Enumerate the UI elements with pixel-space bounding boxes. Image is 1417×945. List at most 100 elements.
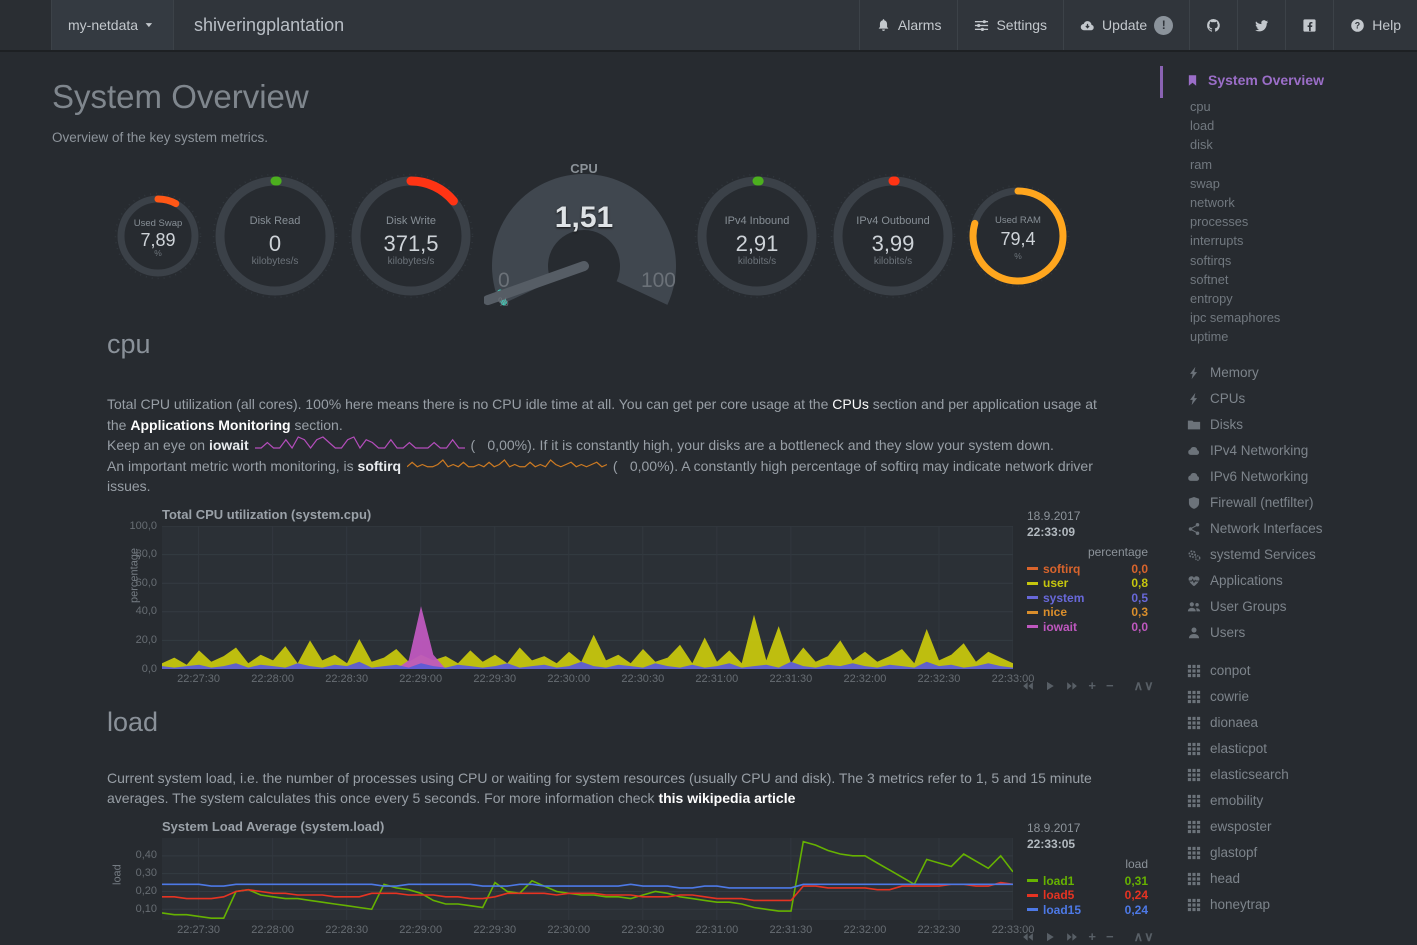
sidebar-item-head[interactable]: head	[1186, 866, 1417, 892]
plus-icon[interactable]: +	[1088, 678, 1096, 693]
legend-name: iowait	[1043, 619, 1078, 634]
sidebar-subitem-network[interactable]: network	[1190, 195, 1235, 211]
sidebar-item-ipv4-networking[interactable]: IPv4 Networking	[1186, 438, 1417, 464]
legend-item-softirq[interactable]: softirq 0,0	[1027, 562, 1150, 577]
cpus-link[interactable]: CPUs	[832, 396, 869, 412]
github-button[interactable]	[1189, 0, 1237, 50]
sidebar-subitem-interrupts[interactable]: interrupts	[1190, 233, 1244, 249]
settings-button[interactable]: Settings	[957, 0, 1063, 50]
plus-icon[interactable]: +	[1088, 929, 1096, 944]
sidebar-item-honeytrap[interactable]: honeytrap	[1186, 892, 1417, 918]
facebook-button[interactable]	[1285, 0, 1333, 50]
sidebar-item-conpot[interactable]: conpot	[1186, 658, 1417, 684]
gauge-unit: %	[1014, 250, 1022, 261]
sidebar-subitem-disk[interactable]: disk	[1190, 137, 1213, 153]
sidebar-item-ewsposter[interactable]: ewsposter	[1186, 814, 1417, 840]
nav-button-label: Help	[1372, 17, 1401, 33]
gauge-disk-read[interactable]: Disk Read 0 kilobytes/s	[212, 173, 338, 299]
legend-item-load15[interactable]: load15 0,24	[1027, 903, 1150, 918]
sidebar-subitem-entropy[interactable]: entropy	[1190, 291, 1233, 307]
twitter-button[interactable]	[1237, 0, 1285, 50]
chart-plot-area[interactable]	[162, 525, 1013, 669]
resize-icon[interactable]: ∧∨	[1133, 677, 1155, 693]
sidebar-item-glastopf[interactable]: glastopf	[1186, 840, 1417, 866]
play-icon[interactable]	[1044, 931, 1056, 943]
sidebar-item-dionaea[interactable]: dionaea	[1186, 710, 1417, 736]
gauge-ipv4-outbound[interactable]: IPv4 Outbound 3,99 kilobits/s	[830, 173, 956, 299]
sidebar-item-users[interactable]: Users	[1186, 620, 1417, 646]
legend-item-iowait[interactable]: iowait 0,0	[1027, 620, 1150, 635]
sidebar-item-user-groups[interactable]: User Groups	[1186, 594, 1417, 620]
sidebar-item-applications[interactable]: Applications	[1186, 568, 1417, 594]
sidebar-item-elasticpot[interactable]: elasticpot	[1186, 736, 1417, 762]
skip-forward-icon[interactable]	[1066, 931, 1078, 943]
page-subtitle: Overview of the key system metrics.	[52, 130, 269, 145]
sidebar-item-cowrie[interactable]: cowrie	[1186, 684, 1417, 710]
y-tick-label: 20,0	[135, 633, 157, 646]
sidebar-item-cpus[interactable]: CPUs	[1186, 386, 1417, 412]
softirq-sparkline	[406, 458, 608, 467]
x-tick-label: 22:31:00	[695, 672, 739, 685]
legend-item-load5[interactable]: load5 0,24	[1027, 888, 1150, 903]
skip-back-icon[interactable]	[1022, 680, 1034, 692]
hostname[interactable]: shiveringplantation	[194, 14, 345, 35]
sidebar-subitem-ipc-semaphores[interactable]: ipc semaphores	[1190, 310, 1281, 326]
x-tick-label: 22:32:00	[843, 672, 887, 685]
minus-icon[interactable]: −	[1105, 929, 1114, 944]
legend-item-system[interactable]: system 0,5	[1027, 591, 1150, 606]
sidebar-subitem-softnet[interactable]: softnet	[1190, 271, 1229, 287]
sidebar-subitem-processes[interactable]: processes	[1190, 214, 1249, 230]
legend-date: 18.9.2017	[1027, 508, 1081, 523]
iowait-label: iowait	[208, 437, 249, 453]
minus-icon[interactable]: −	[1105, 678, 1114, 693]
sidebar-subitem-cpu[interactable]: cpu	[1190, 99, 1211, 114]
gauge-used-swap[interactable]: Used Swap 7,89%	[114, 192, 202, 280]
sidebar-subitem-swap[interactable]: swap	[1190, 175, 1220, 191]
gauge-cpu[interactable]: CPU 1,51 0 100%	[482, 161, 684, 311]
sidebar-item-system-overview[interactable]: System Overview	[1160, 66, 1417, 98]
play-icon[interactable]	[1044, 680, 1056, 692]
gauge-value: 0	[268, 230, 282, 256]
gauge-ipv4-inbound[interactable]: IPv4 Inbound 2,91 kilobits/s	[694, 173, 820, 299]
cpu-desc-text: An important metric worth monitoring, is	[107, 457, 358, 474]
sidebar-subitem-ram[interactable]: ram	[1190, 156, 1213, 172]
applications-monitoring-link[interactable]: Applications Monitoring	[130, 416, 291, 433]
alarms-button[interactable]: Alarms	[858, 0, 958, 50]
update-button[interactable]: Update!	[1063, 0, 1189, 50]
wikipedia-link[interactable]: this wikipedia article	[658, 790, 796, 806]
sidebar-subitem-softirqs[interactable]: softirqs	[1190, 252, 1232, 268]
legend-item-user[interactable]: user 0,8	[1027, 576, 1150, 591]
sidebar-item-disks[interactable]: Disks	[1186, 412, 1417, 438]
resize-icon[interactable]: ∧∨	[1133, 928, 1155, 944]
sidebar-item-label: elasticpot	[1210, 740, 1268, 756]
cpu-desc-text: (	[470, 437, 476, 453]
sidebar-item-firewall-netfilter[interactable]: Firewall (netfilter)	[1186, 490, 1417, 516]
help-button[interactable]: ? Help	[1333, 0, 1417, 50]
sidebar-item-ipv6-networking[interactable]: IPv6 Networking	[1186, 464, 1417, 490]
x-tick-label: 22:32:30	[917, 672, 961, 685]
legend-item-nice[interactable]: nice 0,3	[1027, 605, 1150, 620]
gauge-unit: kilobits/s	[737, 256, 777, 268]
sidebar-subitem-uptime[interactable]: uptime	[1190, 329, 1229, 345]
skip-forward-icon[interactable]	[1066, 680, 1078, 692]
sidebar-item-elasticsearch[interactable]: elasticsearch	[1186, 762, 1417, 788]
legend-value: 0,3	[1131, 605, 1148, 620]
cloud-icon	[1186, 444, 1201, 458]
sidebar-subitem-load[interactable]: load	[1190, 118, 1215, 134]
bolt-icon	[1186, 366, 1201, 380]
gauge-used-ram[interactable]: Used RAM 79,4%	[966, 184, 1070, 288]
sidebar-item-emobility[interactable]: emobility	[1186, 788, 1417, 814]
x-tick-label: 22:28:00	[251, 672, 295, 685]
skip-back-icon[interactable]	[1022, 931, 1034, 943]
sidebar-item-memory[interactable]: Memory	[1186, 360, 1417, 386]
sidebar-item-systemd-services[interactable]: systemd Services	[1186, 542, 1417, 568]
x-tick-label: 22:28:30	[325, 923, 369, 936]
legend-value: 0,8	[1131, 576, 1148, 591]
legend-item-load1[interactable]: load1 0,31	[1027, 874, 1150, 889]
gauge-disk-write[interactable]: Disk Write 371,5 kilobytes/s	[348, 173, 474, 299]
gauge-unit: kilobits/s	[873, 256, 913, 268]
my-netdata-menu[interactable]: my-netdata	[52, 0, 175, 50]
x-tick-label: 22:29:30	[473, 923, 517, 936]
chart-plot-area[interactable]	[162, 837, 1013, 920]
sidebar-item-network-interfaces[interactable]: Network Interfaces	[1186, 516, 1417, 542]
